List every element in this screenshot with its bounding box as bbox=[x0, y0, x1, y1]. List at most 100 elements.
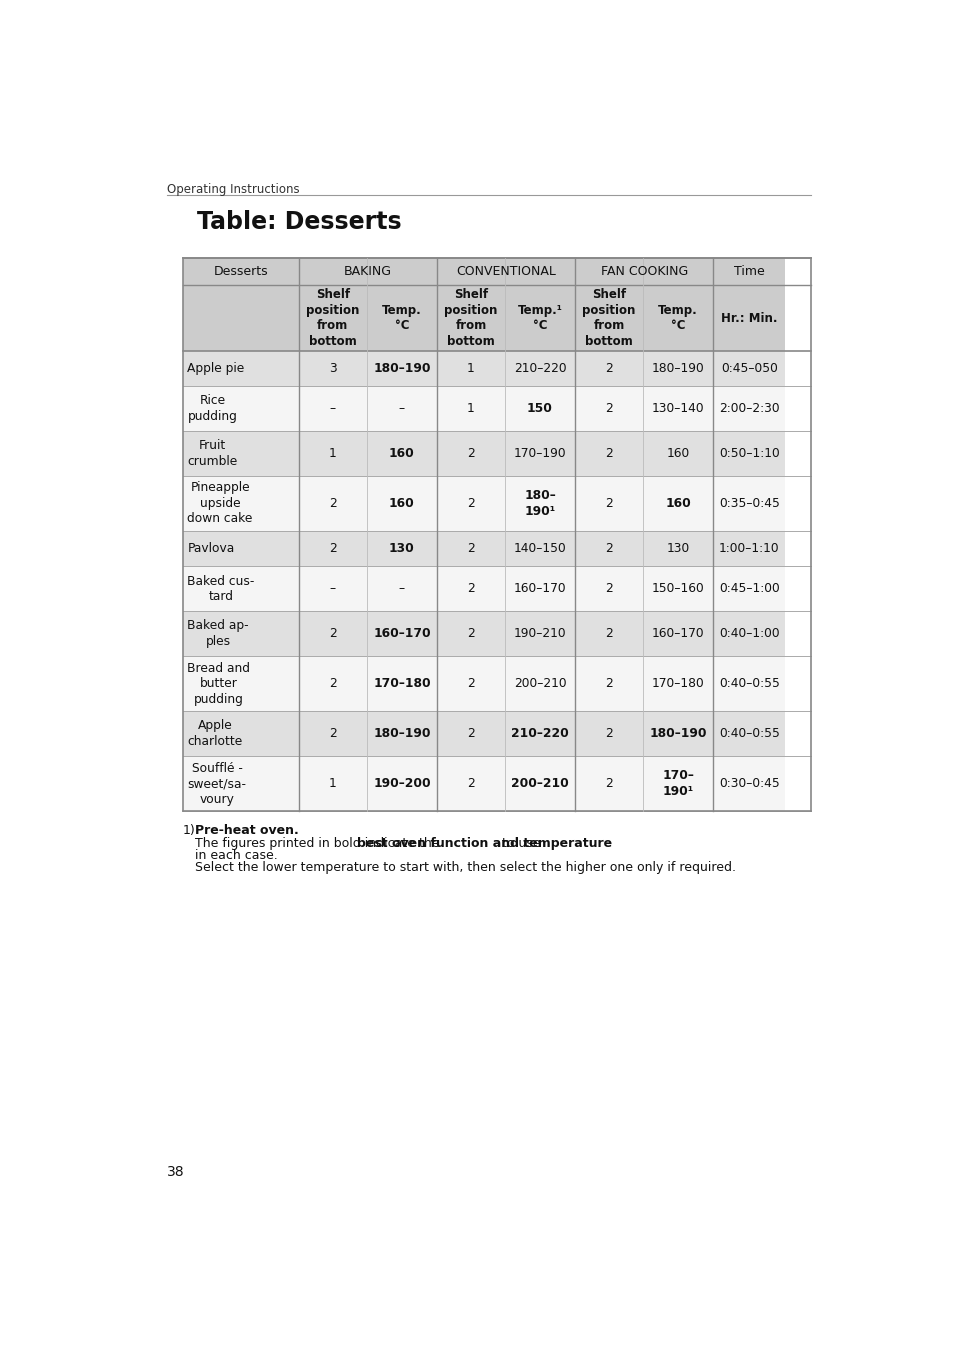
Bar bbox=[298, 656, 366, 711]
Bar bbox=[183, 531, 298, 566]
Bar bbox=[298, 476, 366, 531]
Bar bbox=[366, 285, 436, 352]
Bar bbox=[436, 476, 504, 531]
Text: 2: 2 bbox=[467, 777, 475, 790]
Text: 130: 130 bbox=[389, 542, 415, 556]
Bar bbox=[713, 611, 784, 656]
Text: 2: 2 bbox=[604, 362, 612, 375]
Text: 2: 2 bbox=[604, 583, 612, 595]
Text: 0:40–1:00: 0:40–1:00 bbox=[719, 627, 779, 639]
Bar bbox=[642, 285, 713, 352]
Bar bbox=[504, 711, 575, 756]
Text: 170–
190¹: 170– 190¹ bbox=[661, 769, 693, 798]
Bar bbox=[298, 387, 366, 431]
Text: 160–170: 160–170 bbox=[513, 583, 566, 595]
Bar bbox=[575, 656, 642, 711]
Bar bbox=[298, 711, 366, 756]
Bar bbox=[642, 611, 713, 656]
Text: 180–190: 180–190 bbox=[651, 362, 703, 375]
Bar bbox=[366, 611, 436, 656]
Text: 1:00–1:10: 1:00–1:10 bbox=[719, 542, 779, 556]
Text: Desserts: Desserts bbox=[213, 265, 268, 279]
Text: –: – bbox=[398, 583, 404, 595]
Text: 2: 2 bbox=[467, 542, 475, 556]
Bar bbox=[504, 387, 575, 431]
Text: 150–160: 150–160 bbox=[651, 583, 703, 595]
Bar bbox=[298, 756, 366, 811]
Bar bbox=[436, 756, 504, 811]
Text: Apple pie: Apple pie bbox=[187, 362, 244, 375]
Text: in each case.: in each case. bbox=[195, 849, 277, 863]
Text: 2: 2 bbox=[604, 677, 612, 690]
Text: 190–200: 190–200 bbox=[373, 777, 430, 790]
Text: –: – bbox=[330, 583, 335, 595]
Text: 160–170: 160–170 bbox=[651, 627, 703, 639]
Bar bbox=[575, 756, 642, 811]
Bar bbox=[713, 656, 784, 711]
Bar bbox=[436, 352, 504, 387]
Bar bbox=[713, 352, 784, 387]
Bar bbox=[713, 476, 784, 531]
Text: The figures printed in bold indicate the: The figures printed in bold indicate the bbox=[195, 837, 443, 850]
Bar bbox=[436, 611, 504, 656]
Text: 150: 150 bbox=[526, 402, 553, 415]
Text: Select the lower temperature to start with, then select the higher one only if r: Select the lower temperature to start wi… bbox=[195, 861, 736, 875]
Text: Pre-heat oven.: Pre-heat oven. bbox=[195, 823, 298, 837]
Text: BAKING: BAKING bbox=[344, 265, 392, 279]
Text: 2: 2 bbox=[329, 627, 336, 639]
Text: 1: 1 bbox=[329, 446, 336, 460]
Bar bbox=[436, 387, 504, 431]
Bar bbox=[642, 476, 713, 531]
Text: Soufflé -
sweet/sa-
voury: Soufflé - sweet/sa- voury bbox=[187, 761, 246, 806]
Bar bbox=[504, 566, 575, 611]
Text: 2: 2 bbox=[604, 542, 612, 556]
Text: 2: 2 bbox=[329, 727, 336, 740]
Text: Temp.¹
°C: Temp.¹ °C bbox=[517, 304, 562, 333]
Text: 2: 2 bbox=[467, 627, 475, 639]
Bar bbox=[713, 711, 784, 756]
Text: 1: 1 bbox=[467, 362, 475, 375]
Text: 0:40–0:55: 0:40–0:55 bbox=[719, 727, 779, 740]
Text: 160–170: 160–170 bbox=[373, 627, 430, 639]
Text: 2: 2 bbox=[467, 446, 475, 460]
Bar bbox=[504, 656, 575, 711]
Bar bbox=[183, 656, 298, 711]
Bar bbox=[575, 476, 642, 531]
Bar bbox=[366, 387, 436, 431]
Bar bbox=[183, 431, 298, 476]
Bar bbox=[436, 711, 504, 756]
Bar bbox=[183, 476, 298, 531]
Text: CONVENTIONAL: CONVENTIONAL bbox=[456, 265, 556, 279]
Bar bbox=[575, 711, 642, 756]
Bar bbox=[298, 531, 366, 566]
Text: Temp.
°C: Temp. °C bbox=[381, 304, 421, 333]
Bar bbox=[642, 711, 713, 756]
Text: 170–190: 170–190 bbox=[513, 446, 566, 460]
Text: 0:40–0:55: 0:40–0:55 bbox=[719, 677, 779, 690]
Bar bbox=[366, 711, 436, 756]
Text: Operating Instructions: Operating Instructions bbox=[167, 183, 299, 196]
Bar bbox=[575, 258, 713, 285]
Text: 0:50–1:10: 0:50–1:10 bbox=[719, 446, 779, 460]
Bar bbox=[183, 387, 298, 431]
Bar bbox=[183, 258, 298, 285]
Text: Baked ap-
ples: Baked ap- ples bbox=[187, 619, 249, 648]
Text: 0:30–0:45: 0:30–0:45 bbox=[719, 777, 779, 790]
Text: 2: 2 bbox=[604, 727, 612, 740]
Text: 130: 130 bbox=[666, 542, 689, 556]
Text: 0:45–1:00: 0:45–1:00 bbox=[719, 583, 779, 595]
Text: 170–180: 170–180 bbox=[373, 677, 430, 690]
Bar bbox=[713, 431, 784, 476]
Text: 170–180: 170–180 bbox=[651, 677, 703, 690]
Bar bbox=[436, 285, 504, 352]
Bar bbox=[366, 352, 436, 387]
Text: 2: 2 bbox=[329, 677, 336, 690]
Bar bbox=[713, 285, 784, 352]
Bar bbox=[183, 711, 298, 756]
Bar bbox=[436, 531, 504, 566]
Bar bbox=[298, 258, 436, 285]
Text: 2: 2 bbox=[329, 542, 336, 556]
Bar bbox=[504, 431, 575, 476]
Text: 1: 1 bbox=[329, 777, 336, 790]
Text: 180–190: 180–190 bbox=[649, 727, 706, 740]
